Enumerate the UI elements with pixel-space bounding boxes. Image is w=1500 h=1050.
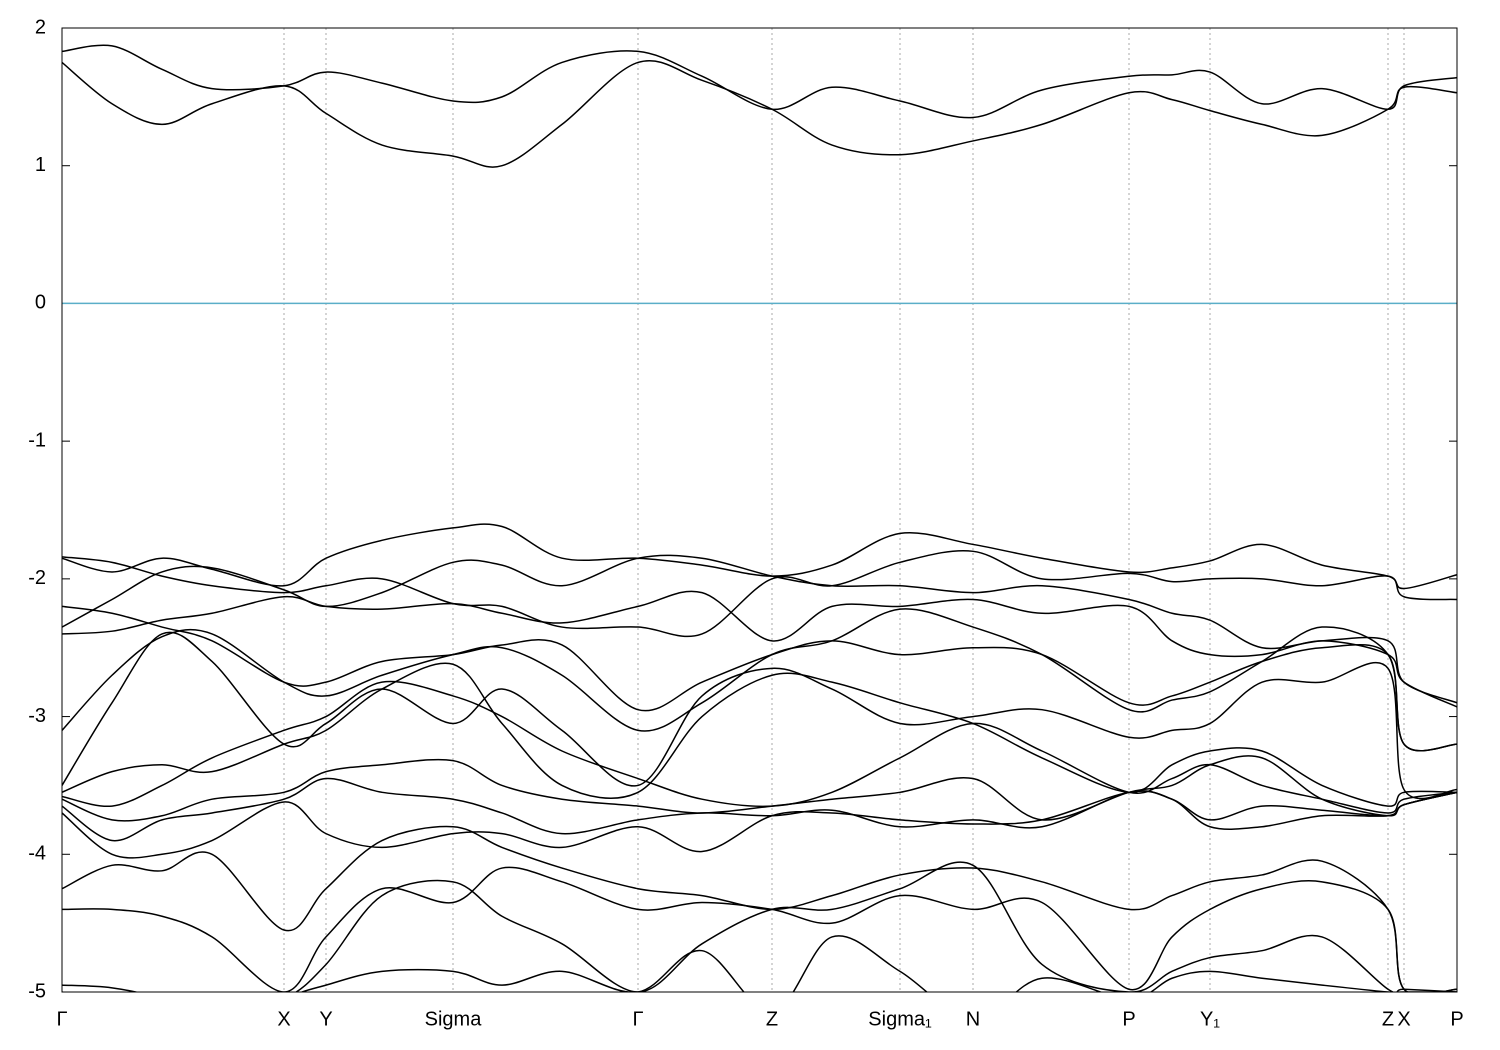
- x-tick-label: P: [1450, 1008, 1463, 1030]
- x-tick-label: Γ: [632, 1008, 643, 1030]
- band-line: [62, 550, 1457, 638]
- x-tick-label: X: [1397, 1008, 1410, 1030]
- x-tick-label: Z: [1382, 1008, 1394, 1030]
- y-tick-label: -4: [28, 843, 46, 865]
- bands: [62, 44, 1457, 992]
- band-line: [62, 608, 1457, 752]
- y-tick-label: -3: [28, 705, 46, 727]
- band-line: [62, 861, 1457, 992]
- x-tick-label: Y₁: [1200, 1008, 1220, 1030]
- y-tick-label: -5: [28, 980, 46, 1002]
- x-tick-label: Γ: [56, 1008, 67, 1030]
- y-tick-label: -1: [28, 429, 46, 451]
- band-line: [62, 60, 1457, 168]
- band-line: [62, 790, 1457, 859]
- x-tick-label: Y: [319, 1008, 332, 1030]
- x-tick-label: Sigma₁: [868, 1008, 932, 1030]
- x-tick-label: P: [1122, 1008, 1135, 1030]
- band-line: [62, 631, 1457, 800]
- y-tick-label: 2: [35, 16, 46, 38]
- y-tick-label: 0: [35, 292, 46, 314]
- band-line: [62, 590, 1457, 708]
- axis-labels: 210-1-2-3-4-5Γ X Y Sigma Γ Z Sigma₁ N P Y₁ Z X P: [28, 16, 1463, 1030]
- x-tick-label: N: [966, 1008, 980, 1030]
- band-line: [62, 44, 1457, 119]
- band-line: [62, 554, 1457, 704]
- x-tick-label: Sigma: [425, 1008, 483, 1030]
- band-line: [62, 935, 1457, 992]
- x-tick-label: Z: [766, 1008, 778, 1030]
- x-tick-label: X: [277, 1008, 290, 1030]
- band-line: [62, 755, 1457, 822]
- band-line: [62, 866, 1457, 992]
- plot-frame: [61, 27, 1458, 993]
- y-tick-label: -2: [28, 567, 46, 589]
- y-tick-label: 1: [35, 154, 46, 176]
- band-line: [62, 662, 1457, 807]
